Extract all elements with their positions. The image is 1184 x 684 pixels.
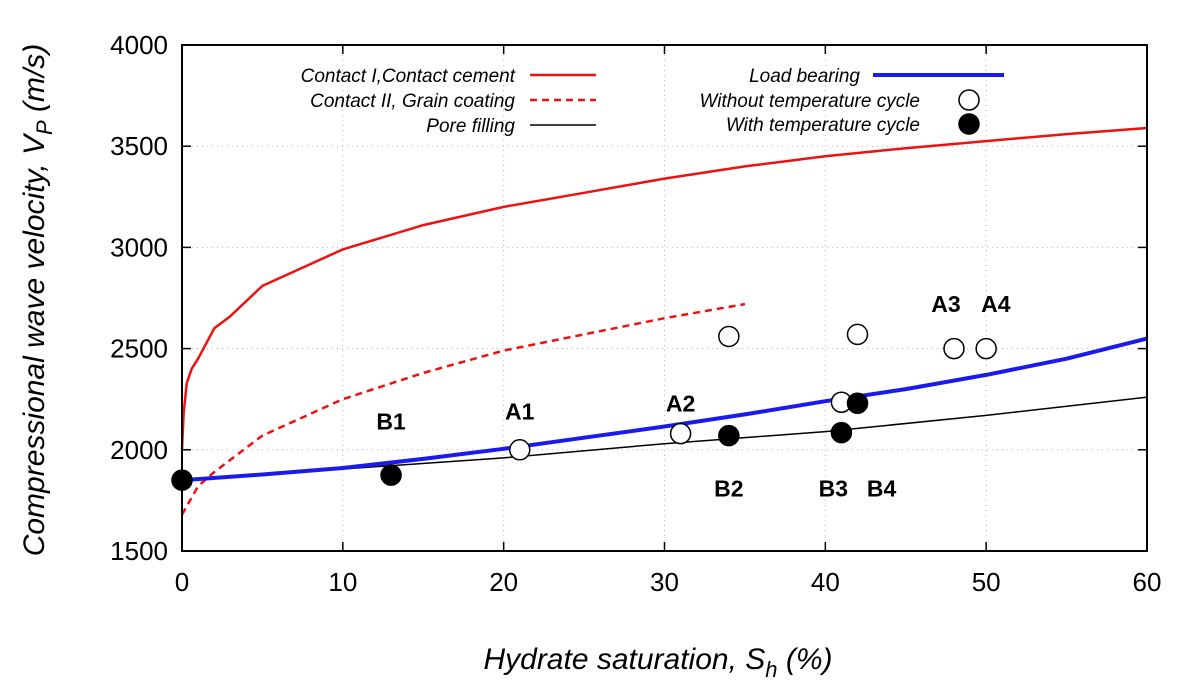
annotation-label: B3 bbox=[819, 475, 848, 501]
x-tick-label: 10 bbox=[328, 567, 357, 597]
annotation-label: B2 bbox=[714, 475, 743, 501]
without-temperature-cycle-point bbox=[718, 325, 740, 348]
legend-label: Without temperature cycle bbox=[699, 91, 920, 112]
without-temperature-cycle-point bbox=[975, 337, 997, 360]
legend-label: Contact II, Grain coating bbox=[310, 91, 515, 112]
data-points bbox=[171, 323, 997, 491]
legend-label: With temperature cycle bbox=[726, 115, 920, 136]
legend-label: Pore filling bbox=[426, 116, 515, 137]
annotation-label: A1 bbox=[505, 398, 535, 424]
with-temperature-cycle-point bbox=[718, 424, 740, 447]
series-line-contact-ii-grain-coating bbox=[180, 302, 746, 516]
x-tick-label: 20 bbox=[489, 567, 518, 597]
legend-marker-filled bbox=[958, 113, 980, 135]
annotation-label: B4 bbox=[867, 475, 897, 501]
series-lines bbox=[180, 126, 1148, 516]
y-tick-label: 2000 bbox=[110, 435, 168, 465]
x-tick-label: 50 bbox=[972, 567, 1001, 597]
y-tick-label: 1500 bbox=[110, 536, 168, 566]
grid-lines bbox=[182, 45, 1147, 551]
without-temperature-cycle-point bbox=[943, 337, 965, 360]
without-temperature-cycle-point bbox=[669, 422, 692, 445]
legend-marker-open bbox=[958, 89, 980, 111]
annotation-label: A3 bbox=[931, 291, 960, 317]
axis-ticks: 0 10 20 30 40 50 60 1500 2000 2500 3000 3500 4000 bbox=[110, 30, 1161, 597]
point-annotations: B1 A1 A2 B2 B3 B4 A3 A4 bbox=[376, 291, 1010, 501]
x-tick-label: 40 bbox=[811, 567, 840, 597]
annotation-label: A4 bbox=[981, 291, 1011, 317]
without-temperature-cycle-point bbox=[846, 323, 869, 346]
series-line-load-bearing bbox=[181, 336, 1148, 483]
x-tick-label: 60 bbox=[1133, 567, 1162, 597]
with-temperature-cycle-point bbox=[830, 421, 853, 444]
y-tick-label: 2500 bbox=[110, 334, 168, 364]
x-axis-title: Hydrate saturation, Sh (%) bbox=[483, 643, 832, 682]
without-temperature-cycle-point bbox=[509, 439, 531, 461]
y-axis-title: Compressional wave velocity, VP (m/s) bbox=[18, 44, 57, 557]
with-temperature-cycle-point bbox=[846, 392, 869, 414]
legend: Contact I,Contact cement Contact II, Grai… bbox=[301, 66, 1004, 137]
legend-label: Contact I,Contact cement bbox=[301, 66, 516, 87]
with-temperature-cycle-point bbox=[380, 464, 402, 486]
series-line-contact-i-contact-cement bbox=[180, 126, 1148, 450]
legend-label: Load bearing bbox=[749, 66, 860, 87]
annotation-label: B1 bbox=[376, 409, 406, 435]
y-tick-label: 3000 bbox=[110, 232, 168, 262]
y-tick-label: 3500 bbox=[110, 131, 168, 161]
x-tick-label: 0 bbox=[175, 567, 189, 597]
x-tick-label: 30 bbox=[650, 567, 679, 597]
y-tick-label: 4000 bbox=[110, 30, 168, 60]
annotation-label: A2 bbox=[666, 390, 695, 416]
